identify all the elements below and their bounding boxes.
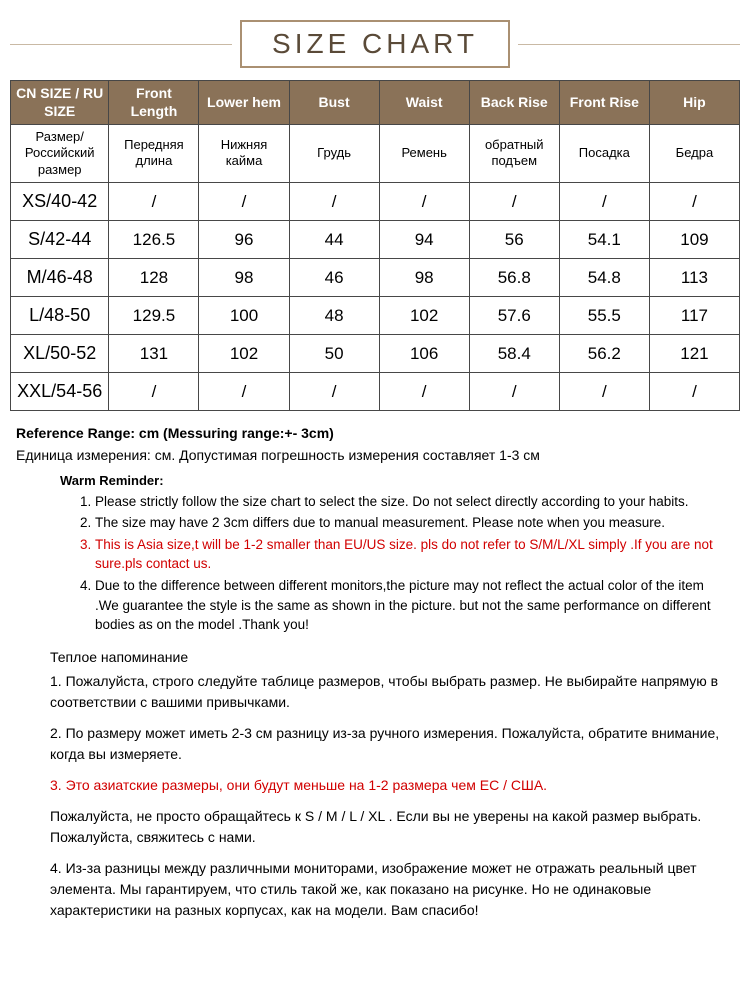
column-header-ru: Грудь bbox=[289, 125, 379, 183]
column-header-en: Front Rise bbox=[559, 81, 649, 125]
value-cell: 94 bbox=[379, 220, 469, 258]
value-cell: / bbox=[469, 372, 559, 410]
warm-reminder-item-ru: 3. Это азиатские размеры, они будут мень… bbox=[50, 775, 720, 796]
warm-reminder-list-en: Please strictly follow the size chart to… bbox=[95, 492, 720, 635]
size-cell: M/46-48 bbox=[11, 258, 109, 296]
value-cell: 98 bbox=[199, 258, 289, 296]
value-cell: 58.4 bbox=[469, 334, 559, 372]
table-header: CN SIZE / RU SIZEFront LengthLower hemBu… bbox=[11, 81, 740, 183]
size-chart-table: CN SIZE / RU SIZEFront LengthLower hemBu… bbox=[10, 80, 740, 411]
warm-reminder-item-ru: Пожалуйста, не просто обращайтесь к S / … bbox=[50, 806, 720, 848]
value-cell: 48 bbox=[289, 296, 379, 334]
size-cell: S/42-44 bbox=[11, 220, 109, 258]
value-cell: 98 bbox=[379, 258, 469, 296]
value-cell: 117 bbox=[649, 296, 739, 334]
value-cell: / bbox=[649, 372, 739, 410]
value-cell: / bbox=[379, 372, 469, 410]
warm-reminder-item-en: Due to the difference between different … bbox=[95, 576, 720, 635]
value-cell: 44 bbox=[289, 220, 379, 258]
column-header-ru: Посадка bbox=[559, 125, 649, 183]
warm-reminder-title-en: Warm Reminder: bbox=[60, 473, 740, 488]
value-cell: / bbox=[199, 182, 289, 220]
table-row: XS/40-42/////// bbox=[11, 182, 740, 220]
reference-range: Reference Range: cm (Messuring range:+- … bbox=[16, 425, 740, 441]
column-header-ru: Бедра bbox=[649, 125, 739, 183]
column-header-ru: обратный подъем bbox=[469, 125, 559, 183]
value-cell: 128 bbox=[109, 258, 199, 296]
header-row-ru: Размер/Российский размерПередняя длинаНи… bbox=[11, 125, 740, 183]
size-cell: XL/50-52 bbox=[11, 334, 109, 372]
column-header-en: Front Length bbox=[109, 81, 199, 125]
value-cell: 129.5 bbox=[109, 296, 199, 334]
value-cell: 54.8 bbox=[559, 258, 649, 296]
title-bar: SIZE CHART bbox=[10, 20, 740, 68]
value-cell: / bbox=[289, 182, 379, 220]
warm-reminder-list-ru: 1. Пожалуйста, строго следуйте таблице р… bbox=[50, 671, 720, 921]
warm-reminder-item-ru: 4. Из-за разницы между различными монито… bbox=[50, 858, 720, 921]
size-cell: XXL/54-56 bbox=[11, 372, 109, 410]
warm-reminder-item-en: This is Asia size,t will be 1-2 smaller … bbox=[95, 535, 720, 574]
column-header-en: Back Rise bbox=[469, 81, 559, 125]
value-cell: 57.6 bbox=[469, 296, 559, 334]
column-header-ru: Нижняя кайма bbox=[199, 125, 289, 183]
warm-reminder-item-en: Please strictly follow the size chart to… bbox=[95, 492, 720, 512]
column-header-en: CN SIZE / RU SIZE bbox=[11, 81, 109, 125]
warm-reminder-item-en: The size may have 2 3cm differs due to m… bbox=[95, 513, 720, 533]
table-row: XL/50-521311025010658.456.2121 bbox=[11, 334, 740, 372]
column-header-ru: Передняя длина bbox=[109, 125, 199, 183]
table-row: S/42-44126.59644945654.1109 bbox=[11, 220, 740, 258]
value-cell: / bbox=[559, 182, 649, 220]
title-divider-right bbox=[518, 44, 740, 45]
value-cell: / bbox=[109, 182, 199, 220]
value-cell: 46 bbox=[289, 258, 379, 296]
value-cell: / bbox=[559, 372, 649, 410]
column-header-en: Hip bbox=[649, 81, 739, 125]
value-cell: 56.8 bbox=[469, 258, 559, 296]
value-cell: 121 bbox=[649, 334, 739, 372]
value-cell: 56.2 bbox=[559, 334, 649, 372]
page-title: SIZE CHART bbox=[240, 20, 510, 68]
table-row: L/48-50129.51004810257.655.5117 bbox=[11, 296, 740, 334]
value-cell: 96 bbox=[199, 220, 289, 258]
column-header-ru: Ремень bbox=[379, 125, 469, 183]
value-cell: 113 bbox=[649, 258, 739, 296]
title-divider-left bbox=[10, 44, 232, 45]
value-cell: / bbox=[289, 372, 379, 410]
table-row: M/46-4812898469856.854.8113 bbox=[11, 258, 740, 296]
value-cell: / bbox=[379, 182, 469, 220]
warm-reminder-title-ru: Теплое напоминание bbox=[50, 649, 740, 665]
value-cell: 106 bbox=[379, 334, 469, 372]
value-cell: 50 bbox=[289, 334, 379, 372]
value-cell: 131 bbox=[109, 334, 199, 372]
table-row: XXL/54-56/////// bbox=[11, 372, 740, 410]
column-header-ru: Размер/Российский размер bbox=[11, 125, 109, 183]
column-header-en: Waist bbox=[379, 81, 469, 125]
value-cell: 54.1 bbox=[559, 220, 649, 258]
table-body: XS/40-42///////S/42-44126.59644945654.11… bbox=[11, 182, 740, 410]
warm-reminder-item-ru: 1. Пожалуйста, строго следуйте таблице р… bbox=[50, 671, 720, 713]
value-cell: 102 bbox=[379, 296, 469, 334]
value-cell: / bbox=[109, 372, 199, 410]
value-cell: / bbox=[469, 182, 559, 220]
value-cell: 56 bbox=[469, 220, 559, 258]
size-cell: XS/40-42 bbox=[11, 182, 109, 220]
unit-ru-text: Единица измерения: см. Допустимая погреш… bbox=[16, 447, 740, 463]
column-header-en: Lower hem bbox=[199, 81, 289, 125]
value-cell: 126.5 bbox=[109, 220, 199, 258]
column-header-en: Bust bbox=[289, 81, 379, 125]
value-cell: / bbox=[199, 372, 289, 410]
warm-reminder-item-ru: 2. По размеру может иметь 2-3 см разницу… bbox=[50, 723, 720, 765]
value-cell: 55.5 bbox=[559, 296, 649, 334]
value-cell: 100 bbox=[199, 296, 289, 334]
value-cell: / bbox=[649, 182, 739, 220]
value-cell: 102 bbox=[199, 334, 289, 372]
header-row-en: CN SIZE / RU SIZEFront LengthLower hemBu… bbox=[11, 81, 740, 125]
size-cell: L/48-50 bbox=[11, 296, 109, 334]
value-cell: 109 bbox=[649, 220, 739, 258]
